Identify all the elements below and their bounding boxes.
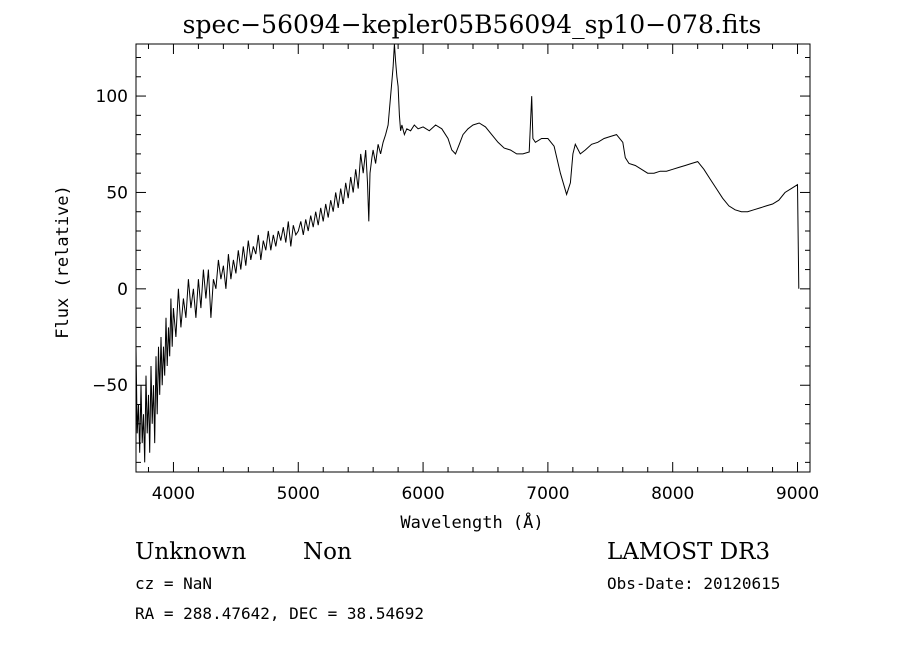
object-subclass: Non bbox=[303, 539, 352, 565]
x-tick-label: 4000 bbox=[152, 484, 195, 504]
y-tick-label: 100 bbox=[96, 87, 128, 107]
survey-name: LAMOST DR3 bbox=[607, 539, 770, 565]
y-tick-label: 50 bbox=[106, 183, 128, 203]
axis-tick-labels: 4000 5000 6000 7000 8000 9000 −50 0 50 100 bbox=[92, 87, 819, 504]
y-axis-label: Flux (relative) bbox=[53, 185, 73, 339]
obs-date: Obs-Date: 20120615 bbox=[607, 574, 780, 593]
x-axis-label: Wavelength (Å) bbox=[400, 511, 543, 533]
x-tick-label: 7000 bbox=[526, 484, 569, 504]
ra-dec-coords: RA = 288.47642, DEC = 38.54692 bbox=[135, 604, 424, 623]
chart-title: spec−56094−kepler05B56094_sp10−078.fits bbox=[183, 10, 762, 39]
y-tick-label: 0 bbox=[117, 280, 128, 300]
y-tick-label: −50 bbox=[92, 376, 128, 396]
x-tick-label: 9000 bbox=[776, 484, 819, 504]
object-class: Unknown bbox=[135, 539, 246, 565]
x-tick-label: 5000 bbox=[277, 484, 320, 504]
x-tick-label: 8000 bbox=[651, 484, 694, 504]
x-tick-label: 6000 bbox=[401, 484, 444, 504]
spectrum-line bbox=[135, 43, 800, 463]
redshift-cz: cz = NaN bbox=[135, 574, 212, 593]
